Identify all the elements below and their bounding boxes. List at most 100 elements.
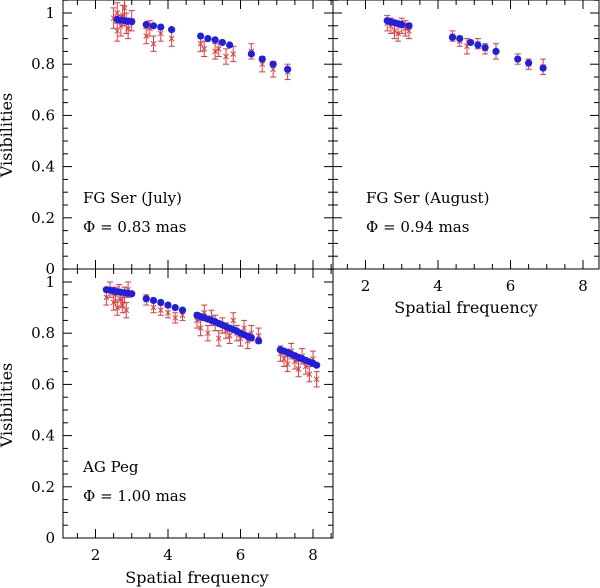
model-point <box>284 65 292 73</box>
model-point <box>157 298 165 307</box>
observed-point <box>464 38 470 55</box>
cross-marker <box>313 376 320 383</box>
model-point <box>525 59 533 67</box>
cross-marker <box>172 314 179 321</box>
model-point <box>539 64 547 72</box>
observed-point <box>223 48 229 65</box>
model-point <box>514 55 522 63</box>
cross-marker <box>123 307 130 314</box>
model-point <box>474 41 482 49</box>
cross-marker <box>157 30 164 37</box>
plot-frame <box>332 0 600 270</box>
observed-point <box>204 325 211 342</box>
annotation-phi: Φ = 1.00 mas <box>83 487 186 505</box>
cross-marker <box>103 294 110 301</box>
observed-point <box>119 296 126 314</box>
cross-marker <box>395 30 401 37</box>
x-tick-label: 2 <box>361 277 371 295</box>
model-point <box>456 35 464 43</box>
cross-marker <box>241 325 247 331</box>
observed-point <box>165 307 171 319</box>
cross-marker <box>306 371 313 378</box>
x-tick-label: 4 <box>163 546 173 564</box>
cross-marker <box>255 332 262 339</box>
cross-marker <box>165 309 171 316</box>
x-axis-title: Spatial frequency <box>394 298 537 317</box>
model-point <box>197 32 205 40</box>
cross-marker <box>150 40 157 47</box>
observed-point <box>143 27 150 45</box>
observed-point <box>212 43 219 60</box>
y-tick-label: 0.2 <box>31 478 55 496</box>
annotation-title: FG Ser (July) <box>83 189 182 207</box>
y-tick-label: 0.8 <box>31 324 55 342</box>
cross-marker <box>179 312 186 319</box>
cross-marker <box>391 28 398 34</box>
cross-marker <box>230 317 237 324</box>
model-point <box>178 306 187 314</box>
model-point <box>164 301 172 309</box>
y-tick-label: 1 <box>45 273 55 291</box>
y-tick-label: 0.2 <box>31 209 55 227</box>
x-tick-label: 6 <box>506 277 516 295</box>
observed-point <box>230 45 237 63</box>
cross-marker <box>215 335 222 342</box>
observed-point <box>150 35 157 52</box>
model-point <box>128 18 136 26</box>
observed-point <box>215 330 222 347</box>
model-point <box>467 38 475 47</box>
observed-point <box>123 301 130 319</box>
model-point <box>247 334 255 342</box>
model-point <box>204 35 212 43</box>
cross-marker <box>205 330 211 337</box>
cross-marker <box>201 45 208 52</box>
cross-marker <box>295 366 302 372</box>
cross-marker <box>114 304 121 311</box>
cross-marker <box>114 28 121 34</box>
plot-frame <box>62 268 334 539</box>
model-point <box>142 20 150 29</box>
model-point <box>269 60 277 68</box>
observed-point <box>215 40 222 58</box>
annotation-phi: Φ = 0.83 mas <box>83 218 186 236</box>
model-point <box>171 304 179 312</box>
cross-marker <box>259 61 266 68</box>
model-point <box>313 361 321 369</box>
x-axis-title: Spatial frequency <box>125 568 268 587</box>
cross-marker <box>121 5 128 11</box>
cross-marker <box>212 48 218 55</box>
cross-marker <box>230 51 237 57</box>
cross-marker <box>215 45 222 52</box>
model-point <box>398 20 406 29</box>
annotation-title: FG Ser (August) <box>366 189 489 207</box>
data-layer <box>102 281 321 388</box>
cross-marker <box>226 332 233 339</box>
y-tick-label: 0.8 <box>31 55 55 73</box>
cross-marker <box>143 33 150 39</box>
model-point <box>149 22 158 30</box>
cross-marker <box>125 25 131 32</box>
cross-marker <box>197 40 204 47</box>
model-point <box>247 50 255 58</box>
observed-point <box>284 355 291 373</box>
x-tick-label: 8 <box>578 277 588 295</box>
x-tick-label: 8 <box>308 546 318 564</box>
model-point <box>492 47 500 56</box>
model-point <box>481 43 489 52</box>
cross-marker <box>168 35 175 42</box>
observed-point <box>313 371 320 388</box>
y-tick-label: 0 <box>45 260 55 278</box>
panel-ag-peg: 0 0.2 0.4 0.6 0.8 1 2 4 6 8 Visibilities Spatial fr… <box>0 268 334 587</box>
annotation-title: AG Peg <box>82 458 139 476</box>
data-layer <box>383 15 547 75</box>
y-tick-label: 0.4 <box>31 427 55 445</box>
model-point <box>211 36 219 44</box>
cross-marker <box>114 10 121 16</box>
observed-point <box>306 365 313 383</box>
observed-point <box>114 299 121 316</box>
cross-marker <box>197 325 204 331</box>
cross-marker <box>406 28 412 34</box>
y-axis-title: Visibilities <box>0 363 16 449</box>
observed-point <box>172 312 179 324</box>
